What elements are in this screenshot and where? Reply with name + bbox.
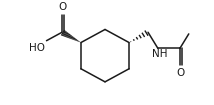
Text: NH: NH xyxy=(152,49,168,59)
Text: HO: HO xyxy=(28,43,45,53)
Text: O: O xyxy=(177,68,185,78)
Text: O: O xyxy=(59,2,67,12)
